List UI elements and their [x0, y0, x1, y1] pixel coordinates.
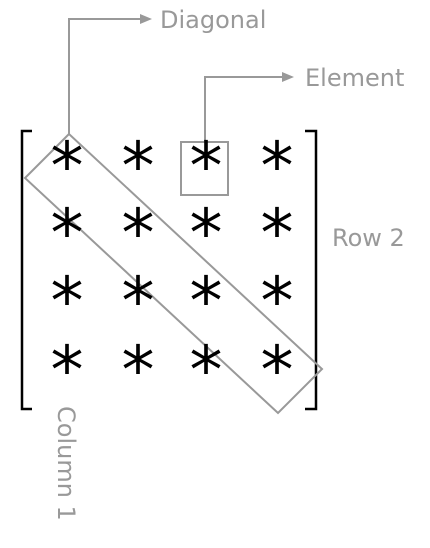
right-bracket — [305, 129, 318, 411]
matrix-cell-r2-c3: * — [190, 195, 223, 272]
matrix-cell-r4-c1: * — [51, 332, 84, 409]
matrix-cell-r1-c4: * — [261, 128, 294, 205]
matrix-cell-r3-c4: * — [261, 263, 294, 340]
element-label: Element — [305, 64, 404, 92]
matrix-cells: * * * ** * * ** * * ** * * * — [51, 128, 294, 409]
matrix-cell-r2-c1: * — [51, 195, 84, 272]
matrix-cell-r3-c3: * — [190, 263, 223, 340]
matrix-cell-r1-c3: * — [190, 128, 223, 205]
matrix-cell-r2-c2: * — [122, 195, 155, 272]
matrix-cell-r1-c2: * — [122, 128, 155, 205]
element-arrowhead — [282, 72, 294, 82]
diagonal-leader-line — [68, 18, 140, 134]
matrix-cell-r4-c2: * — [122, 332, 155, 409]
diagonal-highlight-box — [23, 132, 324, 415]
matrix-cell-r1-c1: * — [51, 128, 84, 205]
matrix-cell-r3-c1: * — [51, 263, 84, 340]
element-leader-line — [204, 76, 282, 142]
row-label: Row 2 — [332, 224, 405, 252]
diagonal-arrowhead — [140, 14, 152, 24]
diagonal-label: Diagonal — [160, 6, 266, 34]
matrix-cell-r4-c3: * — [190, 332, 223, 409]
matrix-cell-r4-c4: * — [261, 332, 294, 409]
column-label: Column 1 — [52, 406, 80, 521]
left-bracket — [20, 129, 32, 411]
matrix-cell-r3-c2: * — [122, 263, 155, 340]
matrix-cell-r2-c4: * — [261, 195, 294, 272]
